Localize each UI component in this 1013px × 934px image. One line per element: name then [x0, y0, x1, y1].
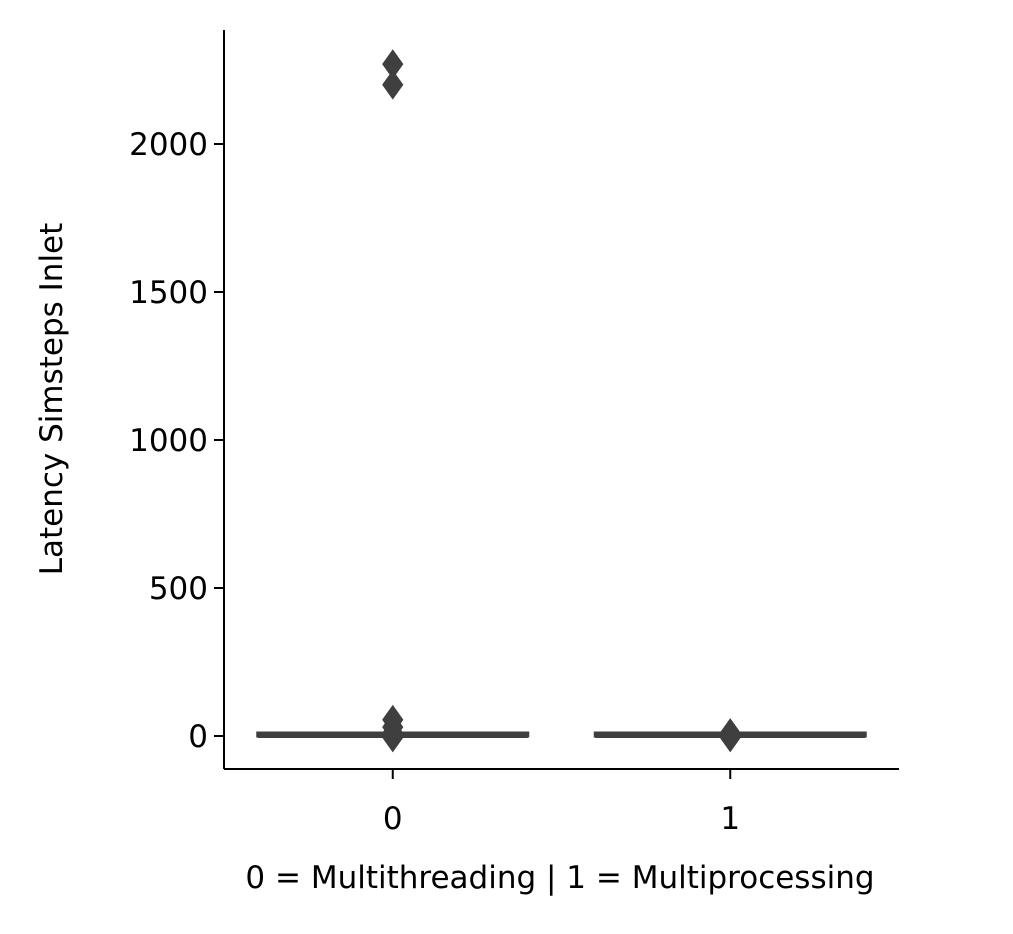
outlier-point — [382, 722, 404, 753]
outlier-point — [382, 69, 404, 100]
y-axis: 0 500 1000 1500 2000 — [129, 30, 225, 769]
y-axis-label: Latency Simsteps Inlet — [34, 223, 70, 576]
x-axis-label: 0 = Multithreading | 1 = Multiprocessing — [245, 860, 874, 896]
y-tick-label: 0 — [188, 719, 208, 755]
box-group-0 — [256, 49, 530, 753]
x-tick-label: 1 — [720, 801, 740, 837]
plot-area — [256, 49, 867, 753]
x-tick-label: 0 — [383, 801, 403, 837]
box-group-1 — [593, 718, 867, 753]
outlier-point — [719, 722, 741, 753]
y-tick-label: 500 — [149, 571, 208, 607]
y-tick-label: 1500 — [129, 275, 208, 311]
y-tick-label: 1000 — [129, 423, 208, 459]
y-tick-label: 2000 — [129, 127, 208, 163]
